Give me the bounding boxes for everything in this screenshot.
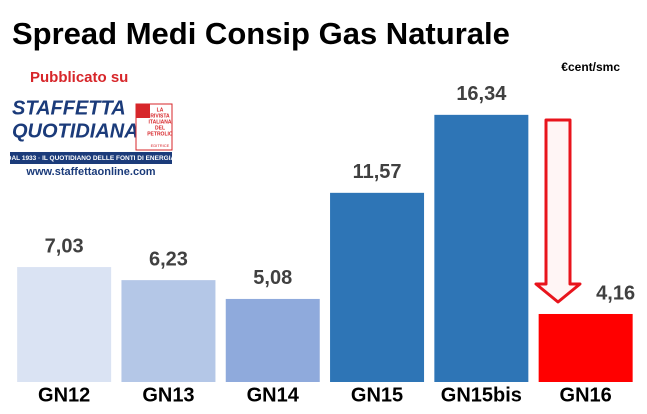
- x-tick-label: GN15bis: [441, 384, 522, 406]
- logo-badge-line: DEL: [155, 125, 165, 131]
- bar: [538, 313, 633, 382]
- bar: [330, 192, 425, 382]
- decrease-arrow: [534, 118, 582, 304]
- bar: [121, 280, 216, 382]
- logo-badge-line: ITALIANA: [149, 119, 172, 125]
- x-tick-label: GN12: [38, 384, 90, 406]
- logo-badge-line: PETROLIO: [147, 131, 173, 137]
- value-label: 5,08: [253, 267, 292, 289]
- unit-label: €cent/smc: [561, 60, 620, 74]
- logo-name: STAFFETTA: [12, 97, 126, 119]
- x-tick-label: GN15: [351, 384, 403, 406]
- value-label: 7,03: [45, 235, 84, 257]
- value-label: 6,23: [149, 248, 188, 270]
- x-tick-label: GN13: [142, 384, 194, 406]
- bar: [434, 114, 529, 382]
- x-tick-label: GN14: [247, 384, 300, 406]
- logo-badge-mark: [136, 104, 150, 118]
- value-label: 16,34: [456, 83, 507, 105]
- logo: Pubblicato su STAFFETTA QUOTIDIANA DAL 1…: [7, 69, 176, 178]
- bars: GN12 7,03 GN13 6,23 GN14 5,08 GN15 11,57 GN15bis…: [17, 83, 635, 406]
- bar: [225, 298, 320, 382]
- logo-badge-line: RIVISTA: [150, 113, 170, 119]
- value-label: 4,16: [596, 282, 635, 304]
- logo-website: www.staffettaonline.com: [25, 166, 155, 178]
- bar: [17, 267, 112, 382]
- value-label: 11,57: [353, 161, 402, 183]
- logo-badge-footer: EDITRICE: [151, 143, 170, 148]
- logo-tagline: DAL 1933 · IL QUOTIDIANO DELLE FONTI DI …: [7, 155, 176, 162]
- logo-published: Pubblicato su: [30, 69, 128, 86]
- logo-name: QUOTIDIANA: [12, 120, 139, 142]
- logo-badge-line: LA: [157, 107, 164, 113]
- x-tick-label: GN16: [560, 384, 612, 406]
- logo-strip: [10, 152, 172, 164]
- chart-title: Spread Medi Consip Gas Naturale: [12, 16, 510, 51]
